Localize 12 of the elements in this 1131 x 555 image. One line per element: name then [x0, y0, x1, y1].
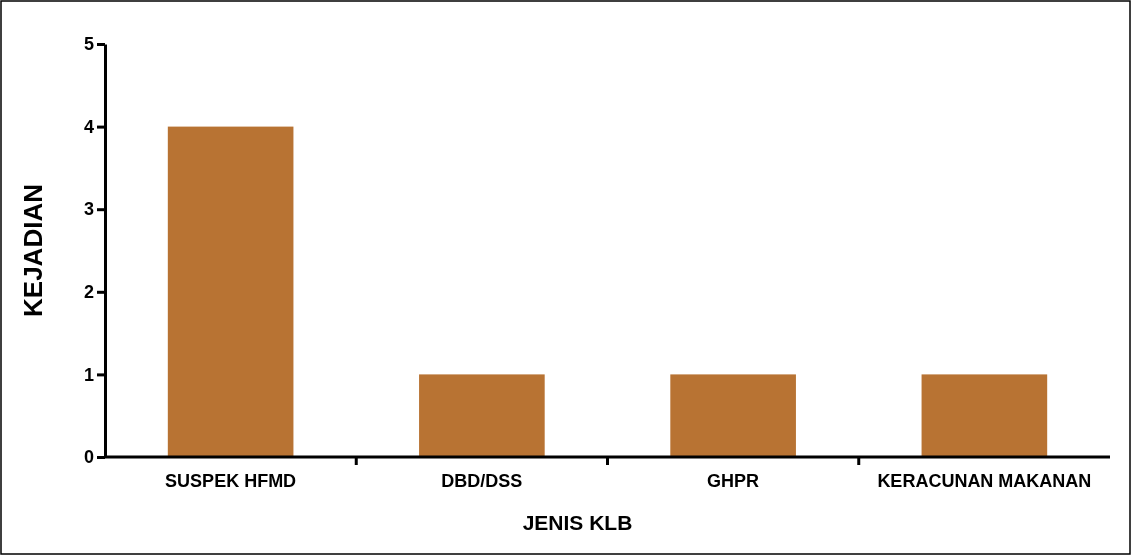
y-tick-label: 4 — [83, 116, 94, 137]
y-tick-label: 3 — [83, 199, 94, 220]
x-tick-label: KERACUNAN MAKANAN — [877, 471, 1092, 491]
y-axis-title: KEJADIAN — [18, 184, 48, 317]
x-tick-label: DBD/DSS — [441, 471, 523, 491]
x-tick-label: SUSPEK HFMD — [165, 471, 297, 491]
y-tick-label: 2 — [83, 282, 94, 303]
y-tick-label: 0 — [83, 447, 94, 468]
x-axis-title: JENIS KLB — [522, 511, 633, 534]
x-tick-label: GHPR — [707, 471, 760, 491]
y-tick-label: 5 — [83, 34, 94, 55]
y-tick-label: 1 — [83, 364, 94, 385]
